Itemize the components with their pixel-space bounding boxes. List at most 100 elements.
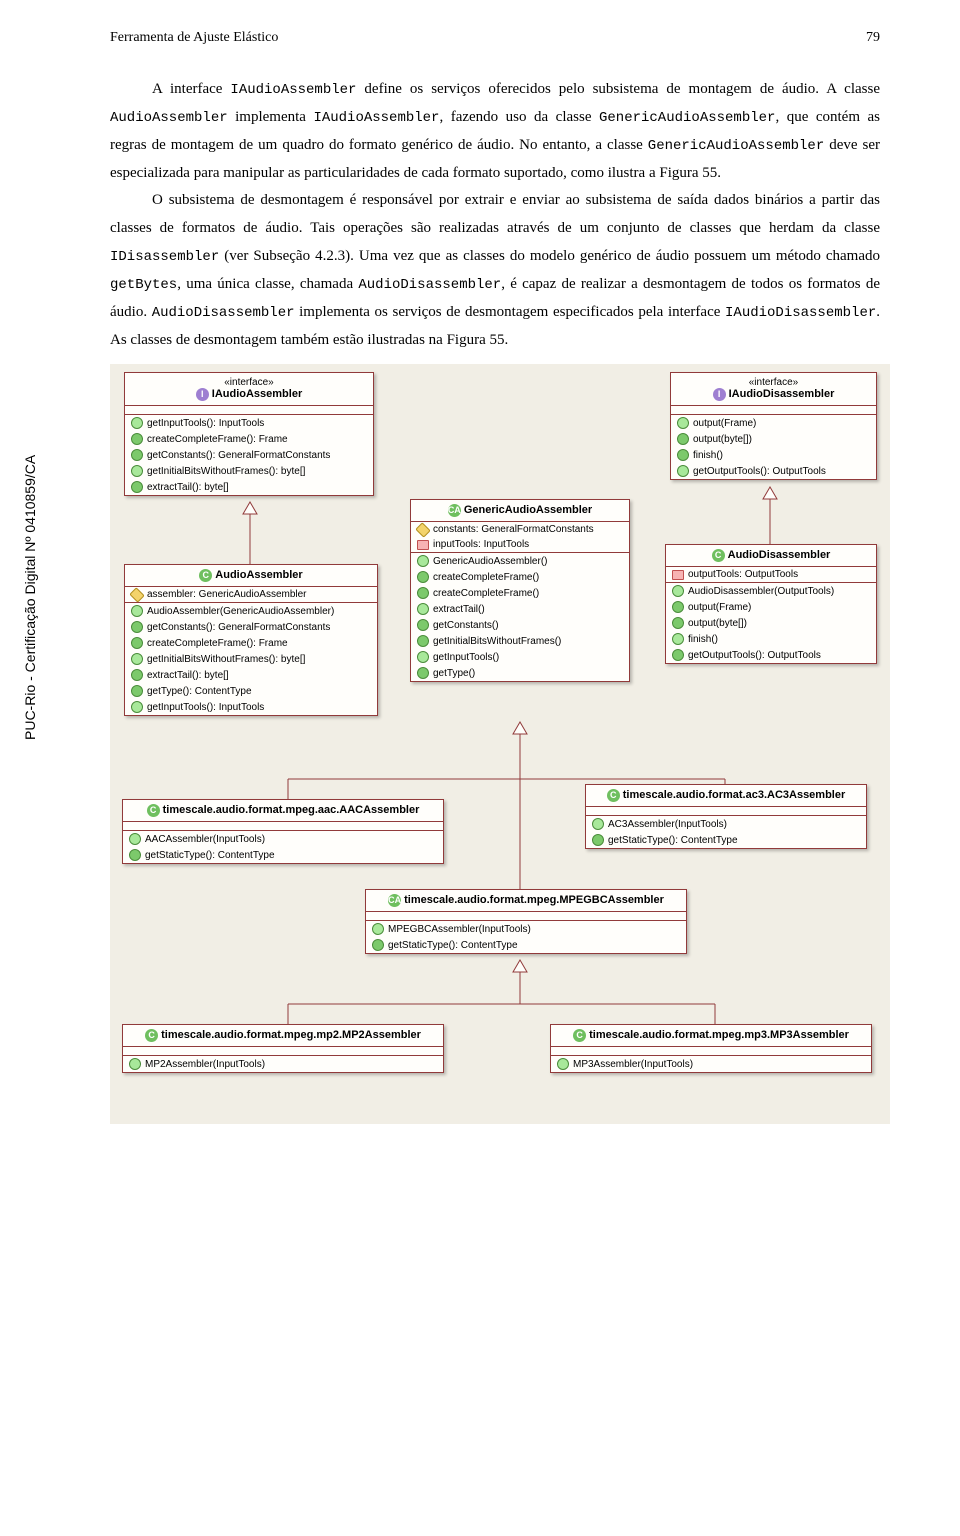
uml-attributes: constants: GeneralFormatConstantsinputTo…: [411, 522, 629, 553]
operation-icon: [677, 465, 689, 477]
operation-icon: [372, 923, 384, 935]
uml-class-title: Ctimescale.audio.format.mpeg.mp2.MP2Asse…: [123, 1025, 443, 1047]
uml-operation: AC3Assembler(InputTools): [586, 816, 866, 832]
uml-attributes: [123, 822, 443, 831]
uml-operation: MP3Assembler(InputTools): [551, 1056, 871, 1072]
uml-attributes: [551, 1047, 871, 1056]
code-iaudioassembler: IAudioAssembler: [230, 82, 356, 98]
uml-class-title: Ctimescale.audio.format.mpeg.aac.AACAsse…: [123, 800, 443, 822]
uml-operations: MPEGBCAssembler(InputTools)getStaticType…: [366, 921, 686, 953]
uml-operation: getStaticType(): ContentType: [586, 832, 866, 848]
uml-attributes: assembler: GenericAudioAssembler: [125, 587, 377, 603]
uml-operation: getInitialBitsWithoutFrames(): byte[]: [125, 651, 377, 667]
page: Ferramenta de Ajuste Elástico 79 PUC-Rio…: [0, 0, 960, 1144]
operation-icon: [672, 633, 684, 645]
operation-icon: [129, 849, 141, 861]
operation-icon: [672, 617, 684, 629]
uml-operation: MP2Assembler(InputTools): [123, 1056, 443, 1072]
operation-icon: [131, 465, 143, 477]
paragraph-1: A interface IAudioAssembler define os se…: [110, 76, 880, 187]
uml-class-mpegbc: CAtimescale.audio.format.mpeg.MPEGBCAsse…: [365, 889, 687, 954]
attribute-icon: [129, 587, 145, 603]
uml-attributes: outputTools: OutputTools: [666, 567, 876, 583]
operation-icon: [131, 481, 143, 493]
uml-attributes: [366, 912, 686, 921]
operation-icon: [131, 701, 143, 713]
operation-icon: [417, 571, 429, 583]
uml-attribute: inputTools: InputTools: [411, 537, 629, 552]
class-badge-icon: C: [199, 569, 212, 582]
uml-operation: getType(): ContentType: [125, 683, 377, 699]
uml-operations: GenericAudioAssembler()createCompleteFra…: [411, 553, 629, 681]
uml-operation: getStaticType(): ContentType: [123, 847, 443, 863]
uml-operations: output(Frame)output(byte[])finish()getOu…: [671, 415, 876, 479]
uml-class-genericasm: CAGenericAudioAssemblerconstants: Genera…: [410, 499, 630, 682]
class-badge-icon: I: [196, 388, 209, 401]
uml-class-mp2: Ctimescale.audio.format.mpeg.mp2.MP2Asse…: [122, 1024, 444, 1073]
uml-class-ac3: Ctimescale.audio.format.ac3.AC3Assembler…: [585, 784, 867, 849]
uml-diagram: «interface»IIAudioAssemblergetInputTools…: [110, 364, 890, 1124]
uml-operation: output(Frame): [666, 599, 876, 615]
class-badge-icon: C: [712, 549, 725, 562]
uml-class-mp3: Ctimescale.audio.format.mpeg.mp3.MP3Asse…: [550, 1024, 872, 1073]
operation-icon: [592, 818, 604, 830]
operation-icon: [131, 417, 143, 429]
uml-class-title: CAudioDisassembler: [666, 545, 876, 567]
uml-operation: output(byte[]): [666, 615, 876, 631]
code-audiodisassembler: AudioDisassembler: [358, 277, 501, 293]
uml-operation: createCompleteFrame(): [411, 585, 629, 601]
uml-operation: MPEGBCAssembler(InputTools): [366, 921, 686, 937]
paragraph-2: O subsistema de desmontagem é responsáve…: [110, 187, 880, 354]
uml-operation: extractTail(): byte[]: [125, 667, 377, 683]
uml-operation: AudioDisassembler(OutputTools): [666, 583, 876, 599]
operation-icon: [131, 685, 143, 697]
uml-operation: getOutputTools(): OutputTools: [666, 647, 876, 663]
operation-icon: [129, 1058, 141, 1070]
code-audioassembler: AudioAssembler: [110, 110, 228, 126]
uml-attribute: assembler: GenericAudioAssembler: [125, 587, 377, 602]
code-genericaudioassembler: GenericAudioAssembler: [599, 110, 775, 126]
code-idisassembler: IDisassembler: [110, 249, 219, 265]
attribute-icon: [672, 570, 684, 580]
uml-operation: getInputTools(): [411, 649, 629, 665]
attribute-icon: [417, 540, 429, 550]
operation-icon: [417, 651, 429, 663]
operation-icon: [131, 637, 143, 649]
uml-operations: AudioAssembler(GenericAudioAssembler)get…: [125, 603, 377, 715]
certification-sidebar: PUC-Rio - Certificação Digital Nº 041085…: [22, 455, 38, 740]
operation-icon: [131, 653, 143, 665]
class-badge-icon: CA: [388, 894, 401, 907]
uml-operation: getType(): [411, 665, 629, 681]
operation-icon: [131, 605, 143, 617]
uml-operation: getOutputTools(): OutputTools: [671, 463, 876, 479]
uml-attribute: constants: GeneralFormatConstants: [411, 522, 629, 537]
code-getbytes: getBytes: [110, 277, 177, 293]
operation-icon: [131, 621, 143, 633]
uml-operation: finish(): [671, 447, 876, 463]
class-badge-icon: C: [573, 1029, 586, 1042]
uml-operations: AC3Assembler(InputTools)getStaticType():…: [586, 816, 866, 848]
operation-icon: [592, 834, 604, 846]
operation-icon: [131, 433, 143, 445]
uml-attributes: [671, 406, 876, 415]
class-badge-icon: C: [607, 789, 620, 802]
operation-icon: [417, 555, 429, 567]
uml-operations: getInputTools(): InputToolscreateComplet…: [125, 415, 373, 495]
operation-icon: [672, 649, 684, 661]
class-badge-icon: C: [145, 1029, 158, 1042]
uml-class-title: CAtimescale.audio.format.mpeg.MPEGBCAsse…: [366, 890, 686, 912]
uml-operations: MP2Assembler(InputTools): [123, 1056, 443, 1072]
operation-icon: [672, 601, 684, 613]
uml-attribute: outputTools: OutputTools: [666, 567, 876, 582]
uml-operation: output(Frame): [671, 415, 876, 431]
uml-operations: AudioDisassembler(OutputTools)output(Fra…: [666, 583, 876, 663]
operation-icon: [417, 587, 429, 599]
operation-icon: [417, 603, 429, 615]
operation-icon: [129, 833, 141, 845]
operation-icon: [677, 417, 689, 429]
uml-operations: AACAssembler(InputTools)getStaticType():…: [123, 831, 443, 863]
class-badge-icon: C: [147, 804, 160, 817]
uml-operation: createCompleteFrame(): [411, 569, 629, 585]
uml-class-aac: Ctimescale.audio.format.mpeg.aac.AACAsse…: [122, 799, 444, 864]
uml-operation: finish(): [666, 631, 876, 647]
